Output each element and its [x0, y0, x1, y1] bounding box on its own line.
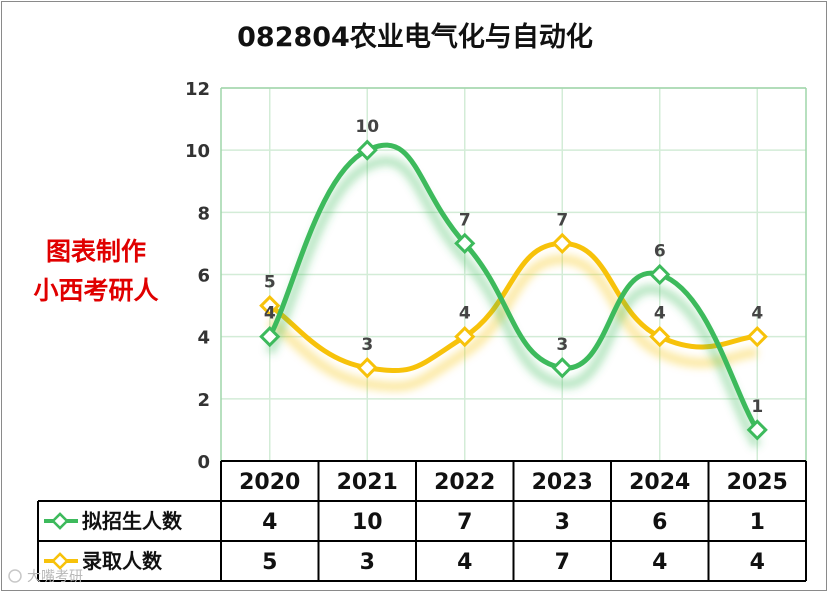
series-name: 拟招生人数 — [82, 509, 183, 533]
chart-title: 082804农业电气化与自动化 — [237, 21, 593, 53]
table-category-label: 2023 — [532, 470, 593, 495]
data-point-marker — [259, 326, 281, 348]
y-tick-label: 10 — [185, 141, 210, 162]
y-tick-label: 6 — [197, 266, 210, 287]
table-value: 4 — [652, 550, 667, 575]
table-category-label: 2020 — [239, 470, 300, 495]
data-point-marker — [746, 419, 768, 441]
data-point-marker — [454, 232, 476, 255]
watermark-line-1: 图表制作 — [46, 237, 146, 266]
series-shadow — [266, 254, 758, 392]
data-label: 6 — [654, 242, 666, 262]
data-label: 4 — [264, 304, 276, 324]
data-point-marker — [356, 139, 378, 161]
y-axis-ticks: 0 2 4 6 8 10 12 — [185, 79, 210, 473]
data-label: 7 — [556, 210, 568, 230]
table-value: 1 — [750, 510, 765, 535]
table-value: 4 — [262, 510, 277, 535]
data-label: 3 — [361, 335, 373, 355]
data-point-marker — [551, 232, 573, 255]
table-category-label: 2021 — [337, 470, 398, 495]
y-tick-label: 2 — [197, 390, 210, 411]
table-value: 3 — [555, 510, 570, 535]
y-tick-label: 0 — [197, 452, 210, 473]
y-tick-label: 8 — [197, 203, 210, 224]
data-table: 2020 2021 2022 2023 2024 2025 拟招生人数 4 10 7 3 6 1 录取人数… — [37, 460, 807, 582]
data-point-marker — [551, 357, 573, 379]
table-value: 7 — [457, 510, 472, 535]
y-tick-label: 12 — [185, 79, 210, 100]
watermark-line-2: 小西考研人 — [33, 276, 158, 305]
data-label: 1 — [751, 397, 763, 417]
data-label: 3 — [556, 335, 568, 355]
data-labels: 4 10 7 3 6 1 5 3 4 7 4 4 — [264, 117, 764, 417]
footer-logo: 大嘴考研 — [8, 569, 83, 585]
table-value: 4 — [457, 550, 472, 575]
data-point-marker — [259, 294, 281, 317]
table-category-label: 2025 — [727, 470, 788, 495]
table-value: 5 — [262, 550, 277, 575]
data-label: 4 — [654, 304, 666, 324]
data-label: 7 — [459, 210, 471, 230]
legend-key-marker — [51, 552, 69, 570]
footer-logo-text: 大嘴考研 — [27, 569, 83, 585]
table-value: 10 — [352, 510, 383, 535]
table-value: 3 — [360, 550, 375, 575]
table-value: 4 — [750, 550, 765, 575]
y-tick-label: 4 — [197, 328, 210, 349]
table-category-label: 2022 — [434, 470, 495, 495]
series-lines — [259, 139, 768, 449]
series-name: 录取人数 — [82, 549, 163, 573]
data-label: 10 — [355, 117, 379, 137]
data-label: 5 — [264, 273, 276, 293]
table-value: 7 — [555, 550, 570, 575]
data-point-marker — [454, 326, 476, 348]
data-label: 4 — [751, 304, 763, 324]
data-label: 4 — [459, 304, 471, 324]
legend-key-marker — [51, 512, 69, 530]
logo-icon — [8, 569, 22, 583]
data-point-marker — [356, 357, 378, 379]
series-shadow — [265, 156, 762, 449]
data-point-marker — [649, 263, 671, 286]
table-category-label: 2024 — [629, 470, 690, 495]
data-point-marker — [649, 326, 671, 348]
series-line-1 — [267, 142, 760, 433]
data-point-marker — [746, 326, 768, 348]
table-value: 6 — [652, 510, 667, 535]
